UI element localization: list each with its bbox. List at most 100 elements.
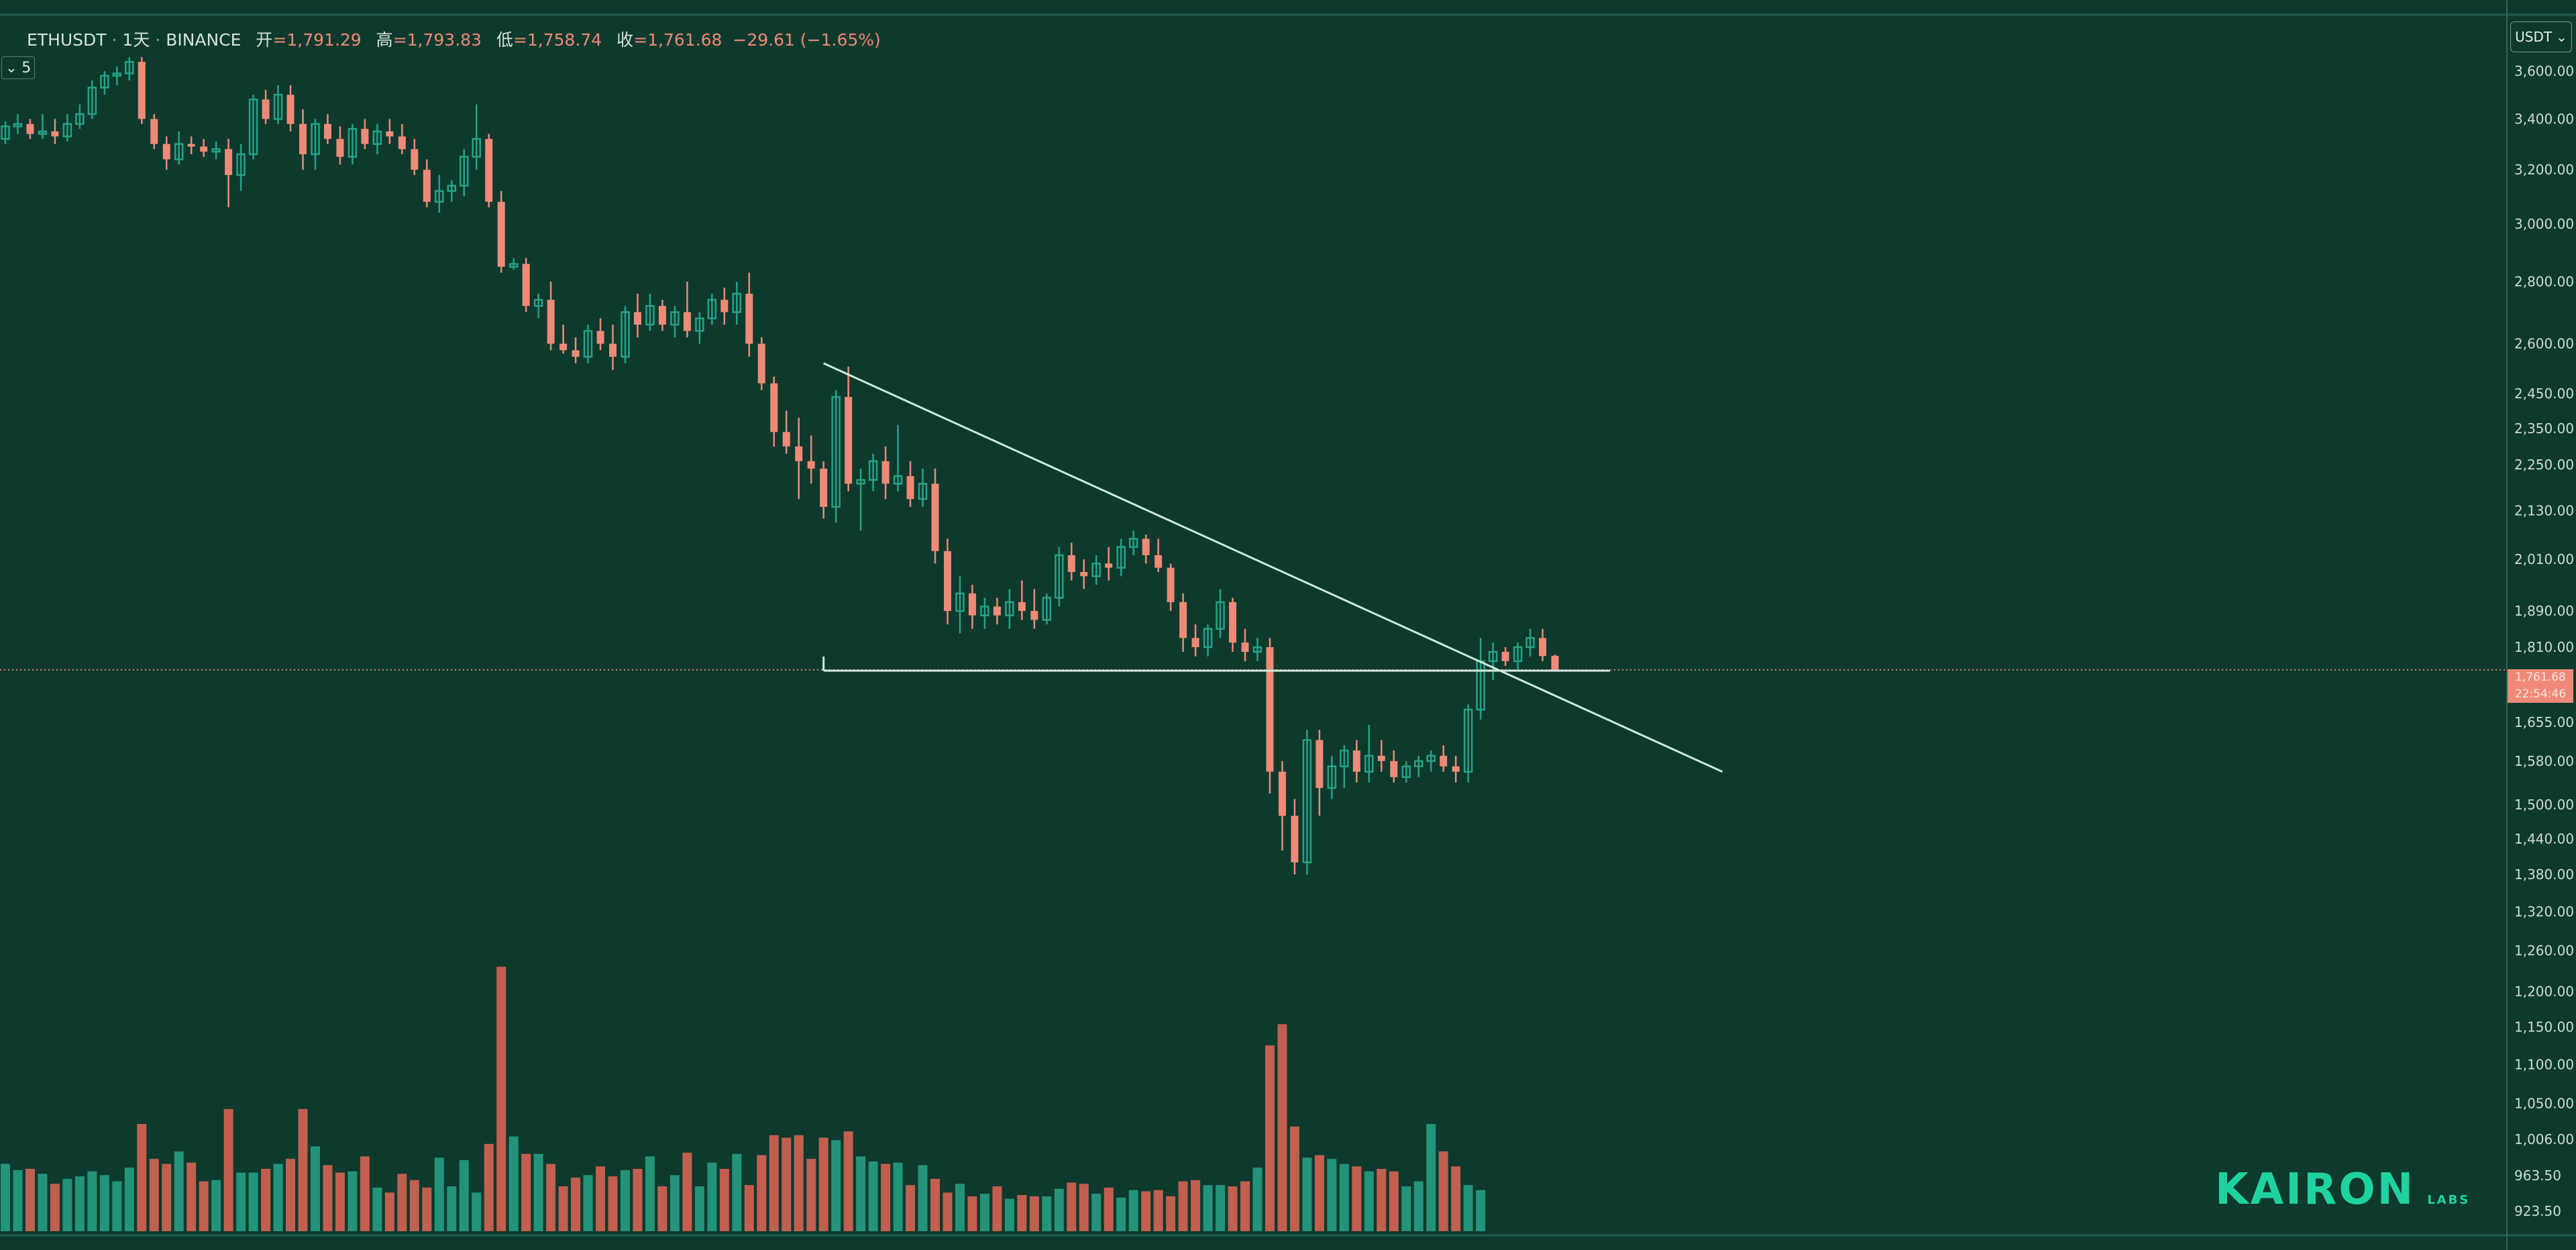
volume-bar: [1029, 1196, 1039, 1231]
candle-body: [174, 143, 184, 160]
volume-bar: [50, 1184, 60, 1231]
volume-bar: [1116, 1197, 1126, 1231]
volume-bar: [521, 1153, 531, 1231]
logo-text: KAIRON: [2215, 1165, 2416, 1214]
candle-body: [993, 606, 1001, 616]
volume-bar: [1327, 1159, 1337, 1231]
candle-body: [1278, 771, 1286, 816]
price-tick-label: 1,500.00: [2514, 797, 2574, 813]
volume-bar: [261, 1169, 271, 1231]
candle-body: [1551, 656, 1559, 670]
volume-bar: [1389, 1171, 1399, 1231]
candle-body: [645, 304, 655, 326]
volume-bar: [211, 1180, 221, 1231]
currency-selector[interactable]: USDT ⌄: [2510, 21, 2572, 52]
candle-body: [1018, 602, 1026, 612]
high-label: 高: [376, 30, 393, 50]
volume-bar: [199, 1181, 209, 1231]
price-tick-label: 1,260.00: [2514, 943, 2574, 959]
volume-bar: [1265, 1045, 1275, 1231]
volume-bar: [13, 1170, 23, 1231]
candle-body: [856, 479, 865, 485]
candle-body: [38, 130, 48, 135]
volume-bar: [508, 1136, 519, 1231]
price-tick-label: 1,150.00: [2514, 1019, 2574, 1035]
candle-body: [757, 343, 765, 384]
volume-bar: [87, 1171, 97, 1231]
volume-bar: [657, 1186, 667, 1231]
volume-bar: [979, 1194, 989, 1231]
candle-body: [683, 312, 691, 331]
price-axis[interactable]: [2506, 0, 2576, 1250]
volume-bar: [843, 1131, 853, 1231]
volume-bar: [782, 1137, 792, 1231]
volume-bar: [484, 1143, 494, 1231]
price-tick-label: 1,380.00: [2514, 866, 2574, 883]
logo-subtext: LABS: [2427, 1193, 2471, 1207]
chevron-down-icon: ⌄: [5, 59, 18, 76]
candle-body: [13, 123, 23, 127]
candle-body: [893, 475, 903, 485]
volume-bar: [794, 1135, 804, 1231]
candle-body: [1377, 755, 1385, 761]
candle-body: [187, 144, 195, 147]
volume-bar: [1240, 1181, 1250, 1231]
price-tick-label: 1,006.00: [2514, 1131, 2574, 1147]
candle-body: [460, 156, 469, 187]
candle-body: [1080, 571, 1088, 577]
volume-bar: [459, 1159, 469, 1231]
candle-body: [87, 87, 97, 115]
volume-bar: [856, 1156, 866, 1231]
candle-body: [795, 446, 803, 461]
candle-body: [162, 144, 170, 160]
candle-body: [1091, 563, 1101, 577]
indicator-toggle-button[interactable]: ⌄ 5: [1, 56, 35, 79]
candle-body: [881, 461, 890, 484]
candle-body: [572, 350, 580, 357]
candle-body: [1055, 554, 1064, 599]
interval[interactable]: 1天: [122, 30, 150, 50]
exchange: BINANCE: [166, 30, 241, 50]
volume-bar: [422, 1187, 432, 1231]
candle-body: [1167, 567, 1175, 602]
candle-body: [273, 93, 283, 120]
candle-body: [100, 74, 109, 89]
volume-bar: [1289, 1126, 1299, 1231]
volume-bar: [323, 1165, 333, 1231]
price-tick-label: 3,400.00: [2514, 111, 2574, 127]
volume-bar: [74, 1176, 85, 1231]
price-tick-label: 3,600.00: [2514, 63, 2574, 79]
close-value: =1,761.68: [633, 30, 722, 50]
candle-body: [211, 148, 221, 153]
candle-body: [1352, 750, 1360, 772]
candle-body: [1241, 642, 1249, 652]
candle-body: [820, 468, 828, 507]
volume-bar: [596, 1166, 606, 1231]
candle-body: [707, 298, 717, 319]
candle-body: [248, 99, 258, 156]
price-tick-label: 1,050.00: [2514, 1095, 2574, 1111]
volume-bar: [174, 1151, 184, 1231]
volume-bar: [930, 1178, 940, 1231]
candle-body: [807, 461, 815, 469]
volume-bar: [943, 1192, 953, 1231]
price-tick-label: 1,100.00: [2514, 1056, 2574, 1072]
volume-bar: [1352, 1166, 1362, 1231]
volume-bar: [447, 1186, 457, 1231]
candle-body: [262, 99, 270, 119]
candle-body: [1440, 755, 1448, 766]
volume-bar: [583, 1175, 593, 1231]
volume-bar: [1166, 1196, 1176, 1231]
candle-body: [299, 123, 307, 154]
candle-body: [26, 123, 34, 134]
volume-bar: [1377, 1169, 1387, 1231]
volume-bar: [372, 1187, 382, 1231]
volume-bar: [434, 1157, 444, 1231]
symbol[interactable]: ETHUSDT: [27, 30, 107, 50]
candle-body: [485, 139, 493, 202]
candle-body: [447, 184, 457, 192]
candle-body: [1203, 628, 1213, 648]
candle-body: [968, 593, 976, 616]
candle-body: [1488, 650, 1498, 663]
